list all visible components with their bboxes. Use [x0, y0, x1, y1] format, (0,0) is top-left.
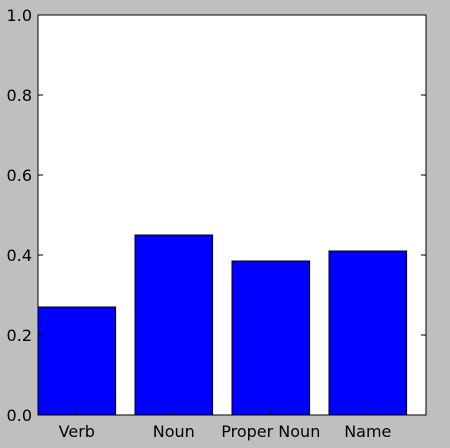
- x-tick-label: Verb: [59, 422, 95, 441]
- y-tick-label: 0.2: [7, 326, 32, 345]
- x-tick-label: Name: [344, 422, 391, 441]
- bar-name: [328, 250, 408, 416]
- y-tick-labels: 0.0 0.2 0.4 0.6 0.8 1.0: [7, 6, 32, 425]
- bars-layer: [37, 234, 408, 416]
- y-tick-label: 0.0: [7, 406, 32, 425]
- plot-frame: [37, 14, 427, 416]
- x-tick-label: Noun: [153, 422, 195, 441]
- x-tick-labels: Verb Noun Proper Noun Name: [59, 422, 392, 441]
- y-tick-label: 1.0: [7, 6, 32, 25]
- bar-noun: [134, 234, 214, 416]
- y-tick-label: 0.6: [7, 166, 32, 185]
- y-tick-label: 0.8: [7, 86, 32, 105]
- y-tick-label: 0.4: [7, 246, 32, 265]
- bar-proper-noun: [231, 260, 311, 416]
- x-tick-label: Proper Noun: [221, 422, 320, 441]
- bar-verb: [37, 306, 117, 416]
